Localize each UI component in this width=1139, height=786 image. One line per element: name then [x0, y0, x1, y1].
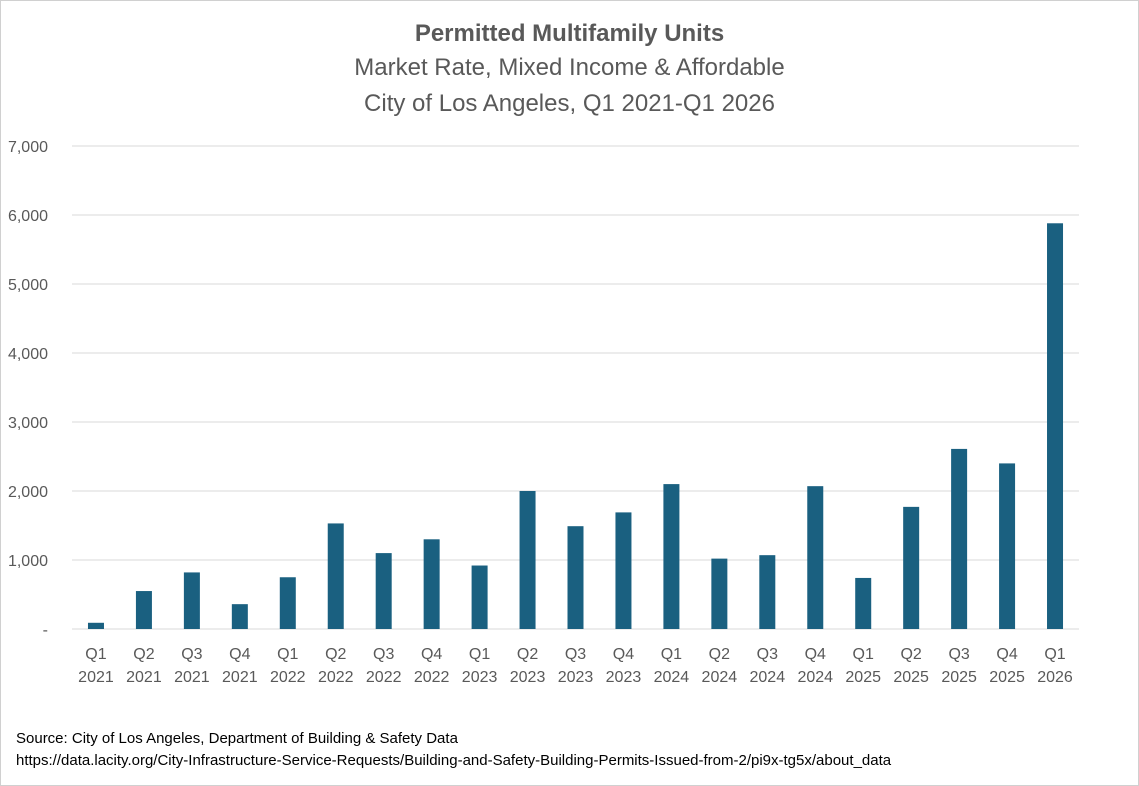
- bar: [807, 486, 824, 629]
- x-tick-label-year: 2022: [270, 669, 306, 686]
- x-tick-label-year: 2025: [893, 669, 929, 686]
- bar: [471, 565, 488, 629]
- x-tick-label-year: 2026: [1037, 669, 1073, 686]
- bar: [999, 463, 1016, 629]
- bars: [87, 223, 1064, 629]
- chart-title-block: Permitted Multifamily Units Market Rate,…: [0, 18, 1139, 122]
- x-tick-label-quarter: Q2: [325, 646, 346, 663]
- y-tick-label: 2,000: [8, 484, 48, 501]
- bar: [663, 484, 680, 629]
- x-tick-label-quarter: Q4: [229, 646, 250, 663]
- y-tick-label: 7,000: [8, 139, 48, 156]
- x-tick-label-quarter: Q2: [133, 646, 154, 663]
- x-tick-label-year: 2023: [606, 669, 642, 686]
- x-tick-label-year: 2025: [989, 669, 1025, 686]
- x-tick-label-quarter: Q1: [277, 646, 298, 663]
- source-text: Source: City of Los Angeles, Department …: [16, 730, 458, 747]
- y-tick-label: 3,000: [8, 415, 48, 432]
- x-tick-label-quarter: Q4: [805, 646, 826, 663]
- x-tick-label-quarter: Q4: [421, 646, 442, 663]
- bar: [231, 604, 248, 629]
- bar: [951, 448, 968, 629]
- bar: [375, 553, 392, 629]
- bar: [567, 526, 584, 629]
- x-tick-label-quarter: Q3: [948, 646, 969, 663]
- bar: [855, 577, 872, 629]
- x-tick-label-year: 2022: [414, 669, 450, 686]
- bar: [1047, 223, 1064, 629]
- x-tick-label-quarter: Q4: [996, 646, 1017, 663]
- bar: [87, 622, 104, 629]
- y-tick-label: 6,000: [8, 208, 48, 225]
- x-tick-label-year: 2024: [750, 669, 786, 686]
- y-tick-label: 1,000: [8, 553, 48, 570]
- bar: [615, 512, 632, 629]
- x-tick-label-quarter: Q4: [613, 646, 634, 663]
- chart-subtitle-line-1: Market Rate, Mixed Income & Affordable: [354, 54, 785, 81]
- source-url: https://data.lacity.org/City-Infrastruct…: [16, 752, 892, 769]
- bar: [759, 555, 776, 629]
- y-axis-ticks: - 1,000 2,000 3,000 4,000 5,000 6,000 7,000: [8, 139, 48, 639]
- x-tick-label-quarter: Q1: [469, 646, 490, 663]
- x-tick-label-quarter: Q3: [757, 646, 778, 663]
- source-note: Source: City of Los Angeles, Department …: [16, 728, 891, 772]
- x-tick-label-quarter: Q1: [85, 646, 106, 663]
- x-tick-label-quarter: Q1: [1044, 646, 1065, 663]
- bar: [279, 577, 296, 629]
- x-tick-label-year: 2022: [318, 669, 354, 686]
- bar: [327, 523, 344, 629]
- y-tick-label: 5,000: [8, 277, 48, 294]
- x-tick-label-year: 2024: [654, 669, 690, 686]
- x-tick-label-year: 2021: [174, 669, 210, 686]
- x-tick-label-year: 2025: [845, 669, 881, 686]
- x-tick-label-year: 2025: [941, 669, 977, 686]
- chart-title: Permitted Multifamily Units: [414, 20, 725, 47]
- bar: [423, 539, 440, 629]
- x-tick-label-quarter: Q3: [565, 646, 586, 663]
- x-tick-label-quarter: Q1: [661, 646, 682, 663]
- x-tick-label-year: 2021: [222, 669, 258, 686]
- x-tick-label-quarter: Q2: [709, 646, 730, 663]
- x-tick-label-year: 2022: [366, 669, 402, 686]
- x-tick-label-quarter: Q3: [373, 646, 394, 663]
- bar: [135, 591, 152, 629]
- chart-subtitle-line-2: City of Los Angeles, Q1 2021-Q1 2026: [364, 90, 775, 117]
- x-tick-label-year: 2023: [558, 669, 594, 686]
- x-tick-label-quarter: Q2: [517, 646, 538, 663]
- x-tick-label-quarter: Q2: [900, 646, 921, 663]
- x-tick-label-quarter: Q3: [181, 646, 202, 663]
- x-tick-label-year: 2021: [78, 669, 114, 686]
- x-tick-label-year: 2024: [702, 669, 738, 686]
- bar: [711, 558, 728, 629]
- x-tick-label-quarter: Q1: [853, 646, 874, 663]
- x-tick-label-year: 2023: [510, 669, 546, 686]
- x-tick-label-year: 2023: [462, 669, 498, 686]
- x-tick-label-year: 2021: [126, 669, 162, 686]
- y-tick-label: -: [43, 622, 48, 639]
- y-tick-label: 4,000: [8, 346, 48, 363]
- x-tick-label-year: 2024: [797, 669, 833, 686]
- x-axis-ticks: Q1 2021 Q2 2021 Q3 2021 Q4 2021 Q1 2022 Q2 2022 Q3 20…: [78, 646, 1073, 686]
- bar: [183, 572, 200, 629]
- bar: [903, 506, 920, 629]
- bar: [519, 491, 536, 629]
